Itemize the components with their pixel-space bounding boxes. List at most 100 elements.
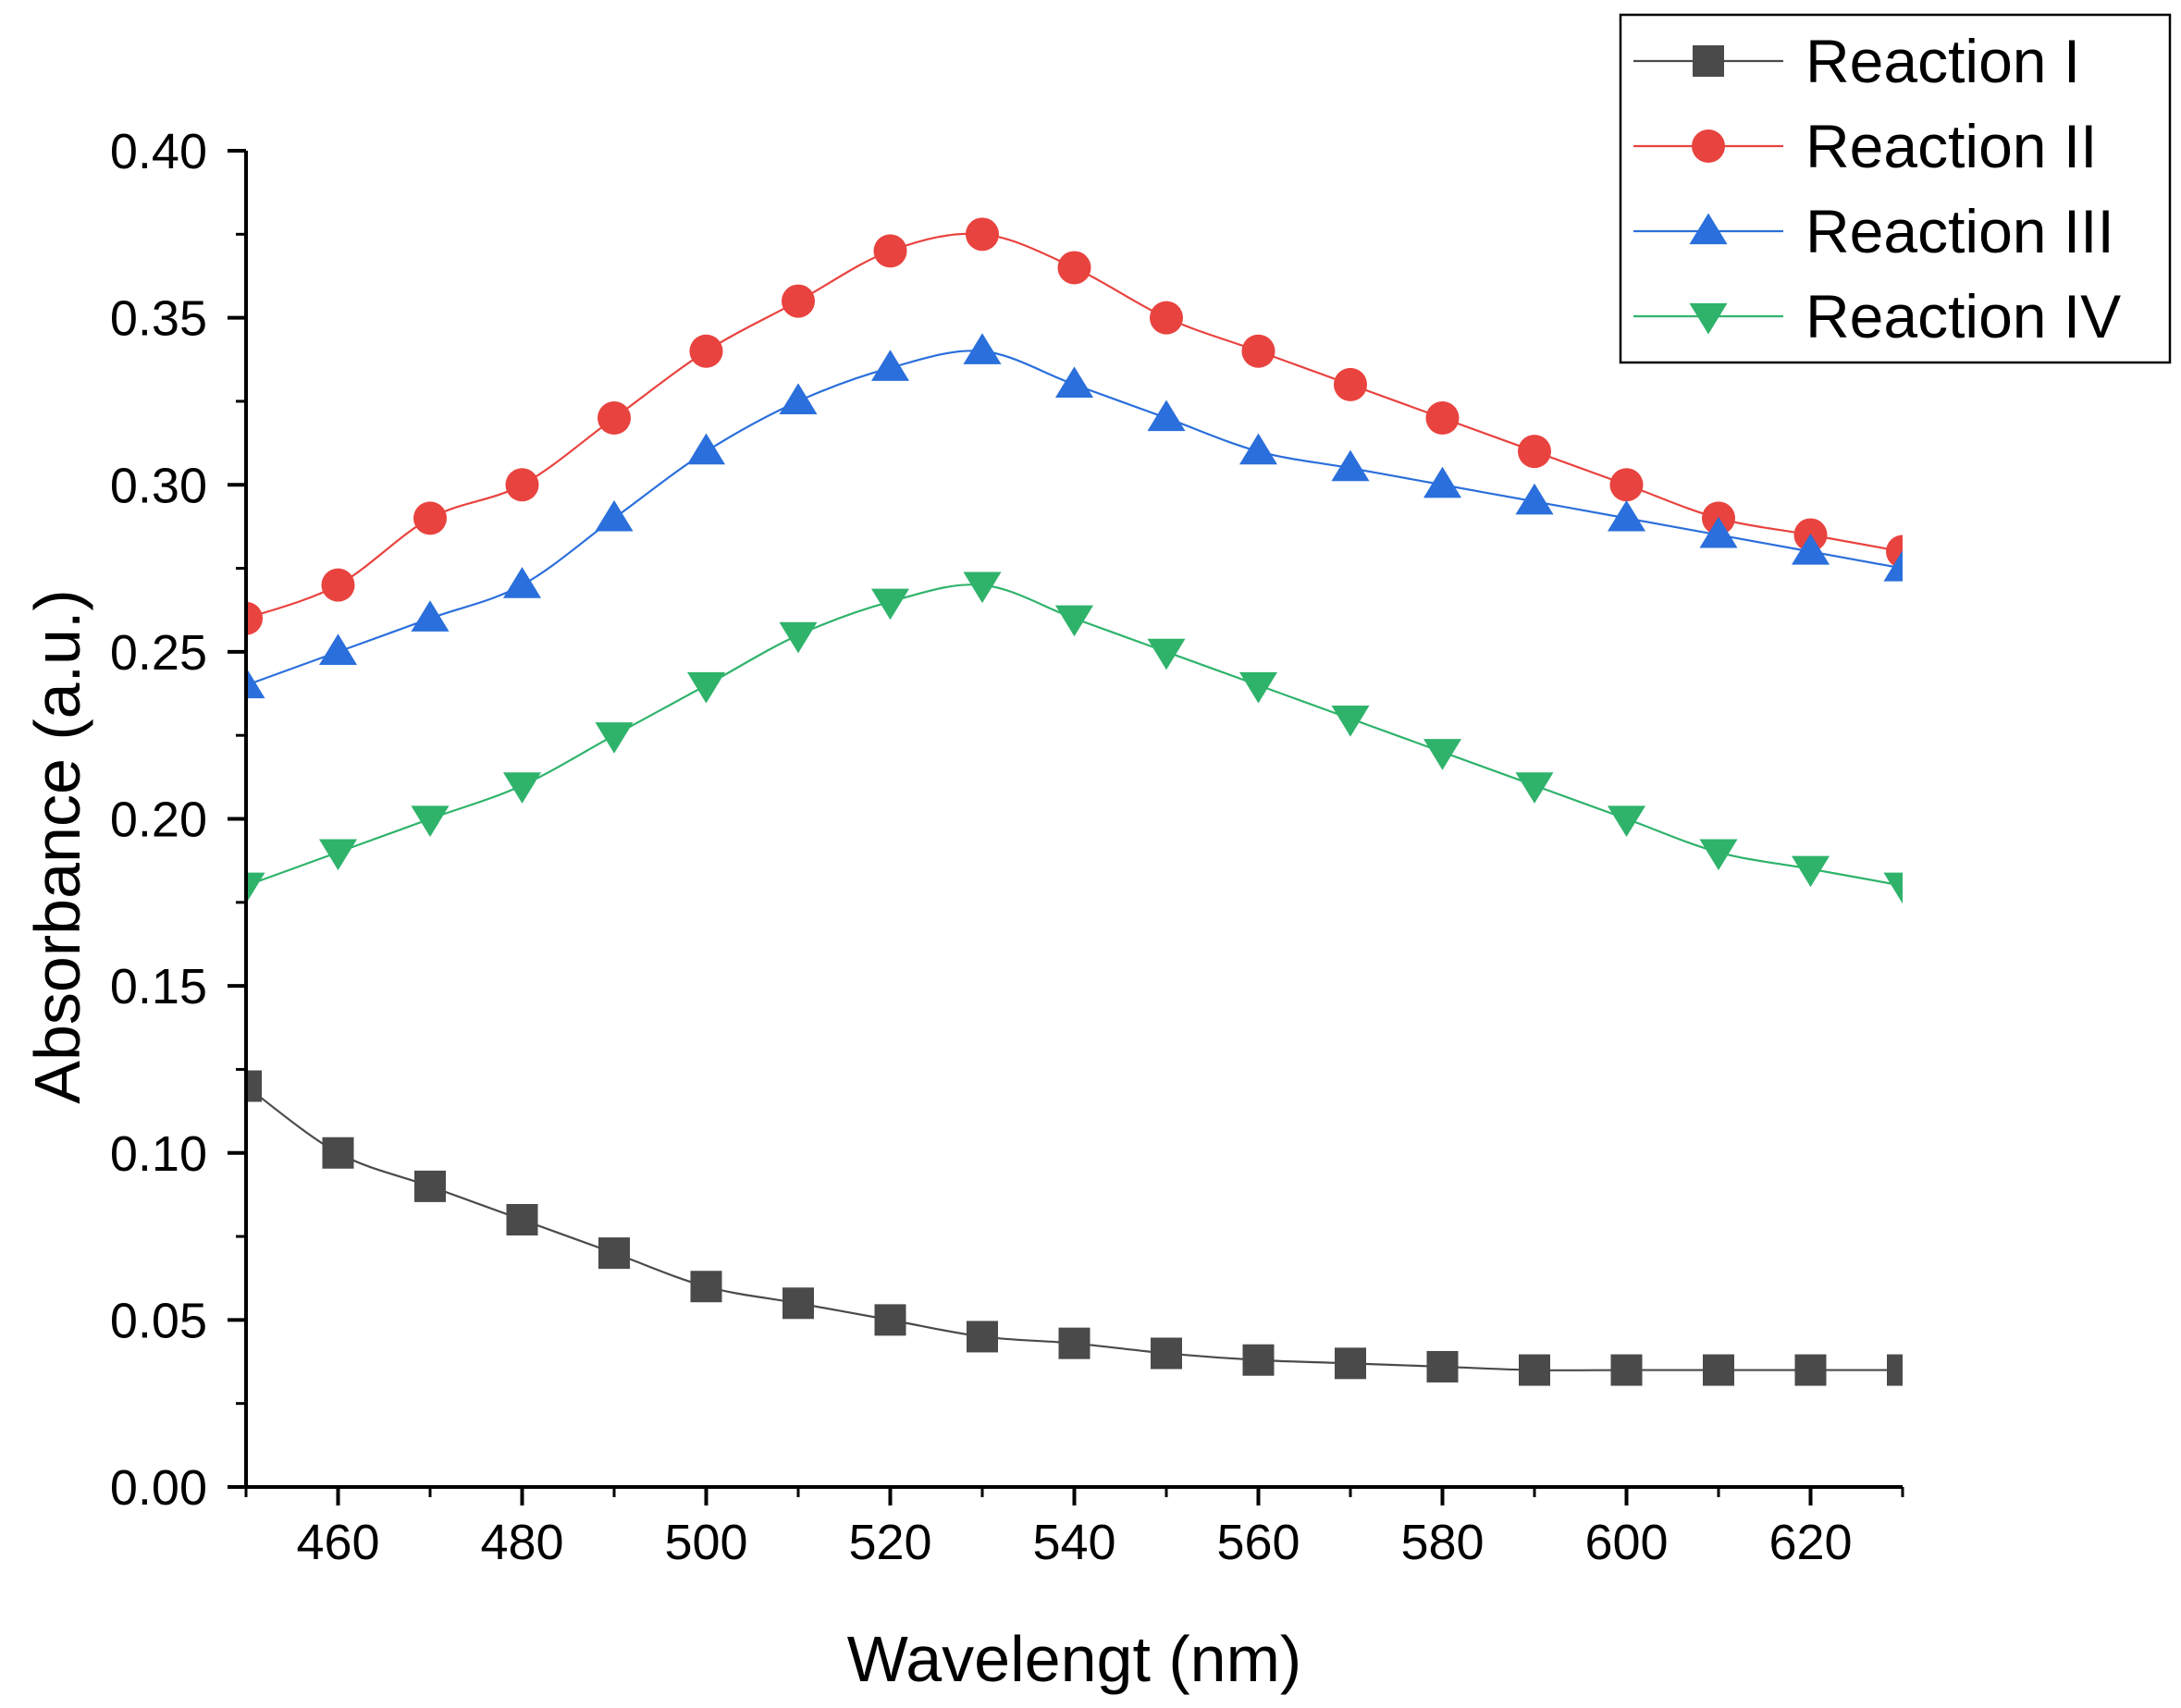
series-2 [246,217,1903,635]
legend-item: Reaction I [1633,27,2080,95]
x-tick-label: 560 [1216,1515,1300,1570]
series-layer [246,217,1903,1386]
data-point [1147,399,1186,432]
x-tick-label: 620 [1768,1515,1852,1570]
legend-item: Reaction IV [1633,282,2121,350]
data-point [689,334,723,368]
data-point [1426,1350,1459,1382]
data-point [411,600,450,632]
data-point [1607,805,1646,838]
data-point [1331,706,1370,737]
data-point [506,1204,538,1235]
data-point [966,217,999,252]
data-point [595,499,634,532]
data-point [874,1304,906,1336]
y-tick-label: 0.25 [110,625,207,681]
series-4 [246,571,1903,904]
data-point [1610,1354,1643,1386]
legend-marker [1689,213,1728,245]
data-point [1518,435,1551,469]
x-tick-label: 540 [1032,1515,1115,1570]
data-point [1699,516,1738,548]
data-point [690,1271,722,1303]
data-point [873,234,907,268]
y-tick-label: 0.05 [110,1293,207,1348]
legend: Reaction I Reaction II Reaction III Reactio… [1619,13,2172,364]
series-1 [246,1070,1903,1386]
data-point [598,401,631,435]
data-point [502,567,542,598]
data-point [1703,1354,1734,1386]
data-point [1423,739,1462,770]
series-3 [246,333,1903,699]
y-tick-label: 0.00 [110,1460,207,1516]
data-point [1058,1327,1090,1359]
data-point [686,433,726,465]
data-point [1423,466,1462,498]
data-point [1515,483,1554,515]
y-axis-title: Absorbance (a.u.) [21,589,93,1103]
y-tick-label: 0.10 [110,1126,207,1182]
data-point [1054,366,1094,398]
legend-label: Reaction IV [1805,282,2121,350]
data-point [1791,855,1830,888]
data-point [782,1287,814,1320]
data-point [782,284,815,318]
data-point [1425,401,1460,435]
data-point [322,1137,354,1169]
data-point [1794,1354,1827,1386]
data-point [1887,1354,1903,1386]
data-point [246,601,263,635]
x-tick-label: 600 [1584,1515,1668,1570]
data-point [1609,468,1644,502]
data-point [246,1070,262,1102]
x-tick-label: 580 [1400,1515,1484,1570]
data-point [1883,872,1903,904]
data-point [318,633,358,665]
legend-item: Reaction III [1633,197,2114,265]
data-point [1238,671,1278,704]
data-point [870,350,910,381]
data-point [413,501,447,535]
legend-item: Reaction II [1633,112,2098,180]
y-tick-label: 0.35 [110,291,207,347]
data-point [1334,367,1367,401]
data-point [1515,772,1554,804]
axes-layer: 0.00 0.05 0.10 0.15 0.20 0.25 0.30 0.35 0.40 460 4… [110,124,1904,1570]
data-point [686,671,726,704]
data-point [1238,433,1278,465]
data-point [505,468,539,502]
x-tick-label: 480 [480,1515,563,1570]
legend-label: Reaction II [1805,112,2098,180]
data-point [1057,251,1091,285]
data-point [1699,839,1738,871]
data-point [246,872,265,904]
data-point [779,383,818,415]
legend-marker [1693,45,1724,77]
data-point [1791,533,1830,565]
data-point [963,333,1002,364]
y-tick-label: 0.20 [110,793,207,848]
data-point [414,1170,446,1202]
legend-label: Reaction III [1805,197,2114,265]
data-point [1151,1337,1182,1370]
y-tick-label: 0.15 [110,959,207,1014]
data-point [595,722,634,754]
data-point [963,571,1002,604]
data-point [598,1237,630,1270]
data-point [321,568,355,602]
legend-marker [1689,302,1728,335]
x-tick-label: 460 [296,1515,379,1570]
data-point [1607,499,1646,532]
data-point [411,805,450,838]
data-point [318,839,358,871]
x-tick-label: 520 [848,1515,931,1570]
data-point [1331,449,1370,482]
x-tick-label: 500 [664,1515,747,1570]
data-point [1883,550,1903,582]
data-point [1150,301,1183,335]
data-point [1519,1354,1550,1386]
data-point [246,667,265,699]
data-point [1335,1347,1366,1380]
